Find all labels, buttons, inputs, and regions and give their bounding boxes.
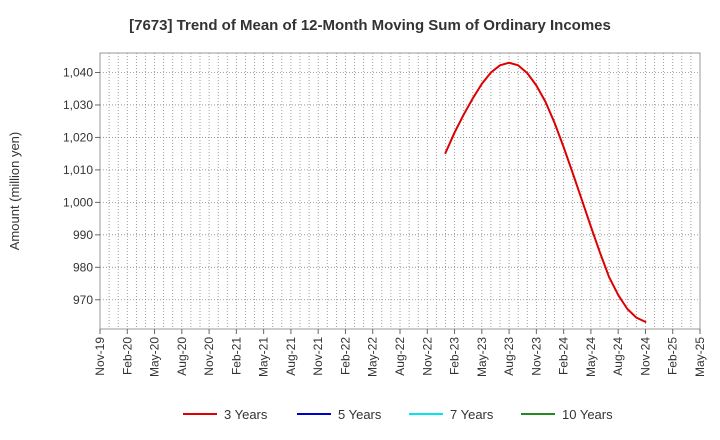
x-tick-label: Nov-22 <box>420 337 434 376</box>
y-axis-label: Amount (million yen) <box>7 132 22 251</box>
x-axis-ticks: Nov-19 Feb-20 May-20 Aug-20 Nov-20 Feb-21 May-… <box>93 329 707 377</box>
y-tick-label: 1,030 <box>63 98 93 112</box>
y-tick-label: 980 <box>73 260 93 274</box>
x-tick-label: Aug-20 <box>175 337 189 376</box>
y-tick-label: 970 <box>73 293 93 307</box>
x-tick-label: Feb-24 <box>557 337 571 375</box>
y-tick-label: 1,020 <box>63 130 93 144</box>
horizontal-grid <box>100 72 700 301</box>
series-line-3-years <box>444 61 647 323</box>
x-tick-label: Nov-21 <box>311 337 325 376</box>
series-layer <box>444 61 647 323</box>
legend-label-10-years: 10 Years <box>562 407 613 422</box>
x-tick-label: May-21 <box>257 337 271 377</box>
legend: 3 Years 5 Years 7 Years 10 Years <box>183 407 613 422</box>
x-tick-label: Aug-24 <box>611 337 625 376</box>
x-tick-label: Aug-21 <box>284 337 298 376</box>
chart-title: [7673] Trend of Mean of 12-Month Moving … <box>129 17 611 34</box>
x-tick-label: Feb-21 <box>229 337 243 375</box>
vertical-grid <box>108 53 692 329</box>
y-tick-label: 990 <box>73 228 93 242</box>
x-tick-label: Aug-22 <box>393 337 407 376</box>
x-tick-label: May-20 <box>148 337 162 377</box>
x-tick-label: May-22 <box>366 337 380 377</box>
legend-label-7-years: 7 Years <box>450 407 494 422</box>
x-tick-label: Feb-22 <box>338 337 352 375</box>
x-tick-label: Nov-23 <box>529 337 543 376</box>
x-tick-label: May-25 <box>693 337 707 377</box>
x-tick-label: Aug-23 <box>502 337 516 376</box>
y-axis-ticks: 970 980 990 1,000 1,010 1,020 1,030 1,040 <box>63 65 100 307</box>
x-tick-label: Nov-19 <box>93 337 107 376</box>
x-tick-label: Feb-25 <box>666 337 680 375</box>
x-tick-label: Nov-24 <box>638 337 652 376</box>
y-tick-label: 1,010 <box>63 163 93 177</box>
legend-label-3-years: 3 Years <box>224 407 268 422</box>
x-tick-label: Feb-23 <box>448 337 462 375</box>
y-tick-label: 1,040 <box>63 65 93 79</box>
x-tick-label: May-24 <box>584 337 598 377</box>
legend-label-5-years: 5 Years <box>338 407 382 422</box>
x-tick-label: Nov-20 <box>202 337 216 376</box>
x-tick-label: Feb-20 <box>120 337 134 375</box>
x-tick-label: May-23 <box>475 337 489 377</box>
y-tick-label: 1,000 <box>63 195 93 209</box>
